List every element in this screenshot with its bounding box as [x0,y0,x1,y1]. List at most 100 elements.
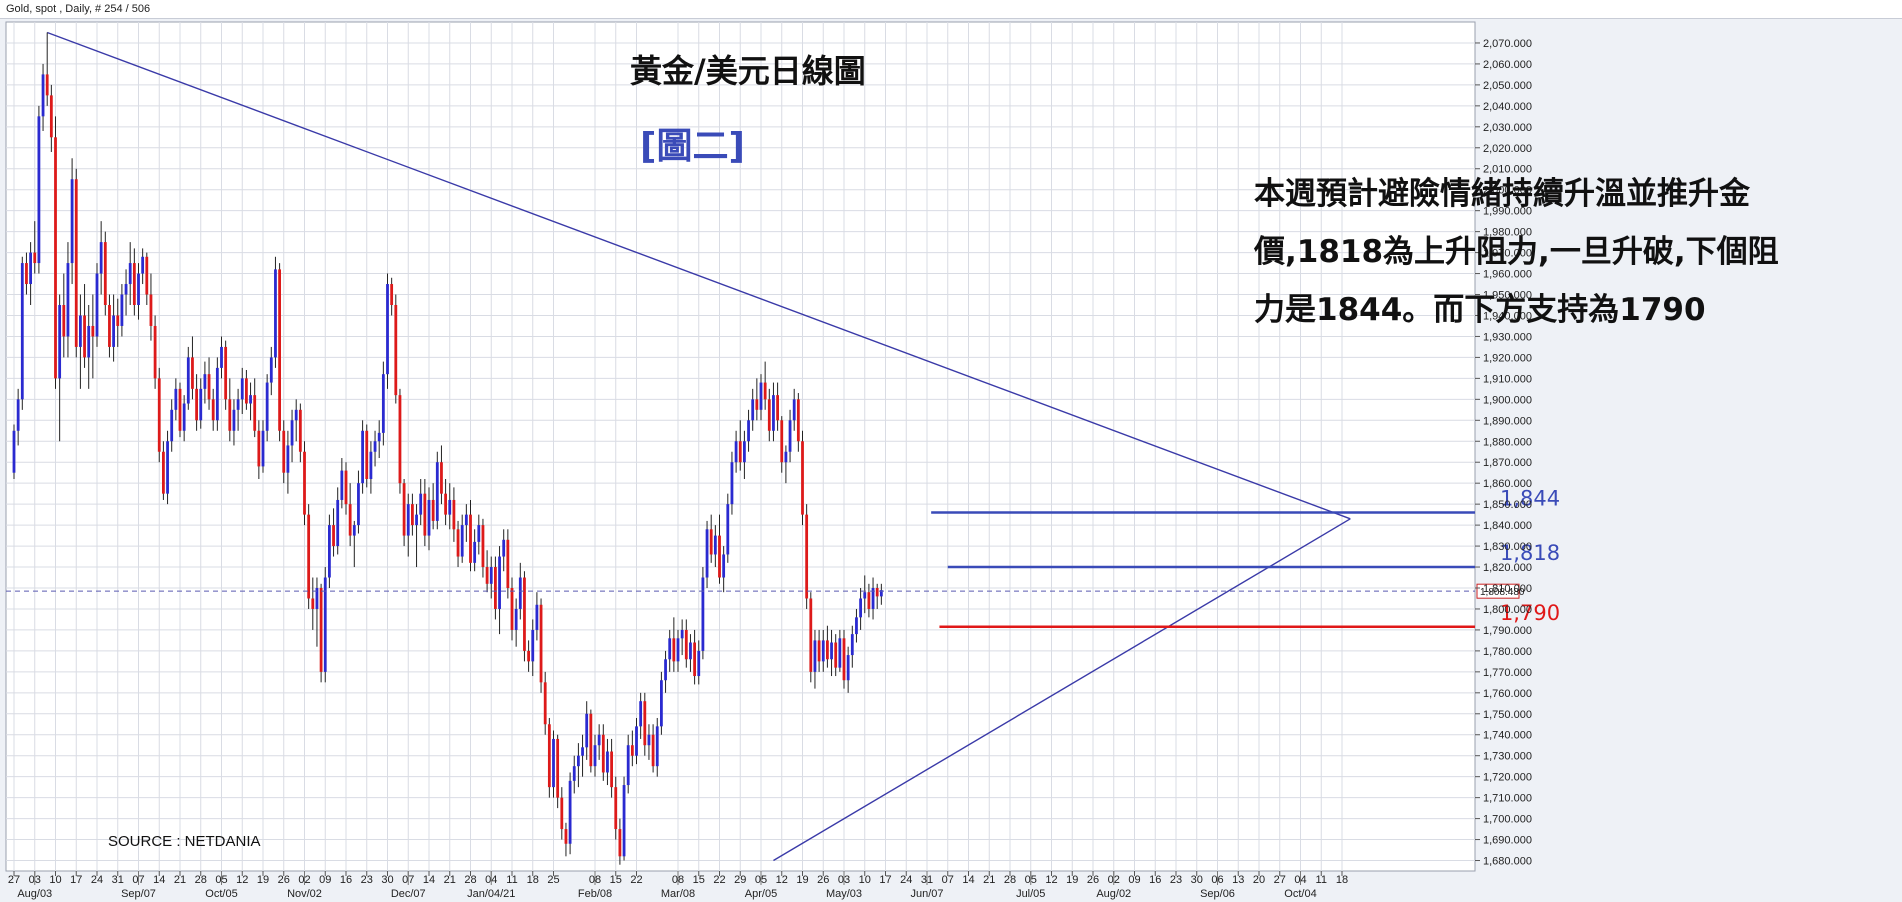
candle-body [655,726,659,767]
x-day-tick-label: 28 [1004,874,1016,886]
candle-body [597,734,601,746]
x-day-tick-label: 10 [49,874,61,886]
x-day-tick-label: 24 [91,874,103,886]
y-tick-label: 1,980.000 [1483,227,1532,239]
candle-body [464,514,468,526]
y-tick-label: 1,960.000 [1483,269,1532,281]
candle-body [585,713,589,748]
candle-body [796,399,800,442]
candle-body [74,179,78,347]
candle-body [614,787,618,830]
candle-body [174,388,178,410]
candle-body [547,724,551,788]
candle-body [456,529,460,557]
y-tick-label: 1,850.000 [1483,499,1532,511]
candle-body [261,430,265,467]
candle-body [153,325,157,379]
candle-body [373,441,377,452]
candle-body [751,399,755,421]
x-day-tick-label: 28 [195,874,207,886]
candle-body [647,734,651,746]
candle-body [539,604,543,683]
candle-body [195,388,198,421]
candle-body [481,525,485,568]
y-tick-label: 1,790.000 [1483,625,1532,637]
candle-body [535,604,539,630]
trendline [46,31,1351,520]
candle-body [191,357,194,389]
y-tick-label: 1,940.000 [1483,310,1532,322]
candle-body [879,590,883,597]
y-tick-label: 1,700.000 [1483,814,1532,826]
level-label-support: 1,790 [1500,601,1560,625]
candle-body [626,745,630,786]
y-tick-label: 2,020.000 [1483,143,1532,155]
candle-body [709,529,713,555]
candle-body [319,588,323,672]
candle-body [826,640,829,660]
candle-body [759,382,763,410]
candle-body [660,680,663,727]
x-month-label: Mar/08 [661,888,695,900]
candle-body [747,420,750,442]
y-tick-label: 1,770.000 [1483,667,1532,679]
candle-body [352,525,356,536]
candle-body [211,399,215,421]
candle-body [572,766,576,781]
candle-body [95,273,99,337]
candle-body [510,588,514,630]
candle-body [801,441,804,515]
candle-body [423,493,427,536]
candle-body [166,441,169,494]
candle-body [79,315,82,347]
candle-body [867,592,871,609]
candle-body [16,399,20,431]
candle-body [282,430,286,473]
candle-body [323,577,327,672]
y-tick-label: 1,920.000 [1483,352,1532,364]
candle-body [390,284,394,305]
x-day-tick-label: 19 [796,874,808,886]
candle-body [37,116,41,264]
y-tick-label: 1,780.000 [1483,646,1532,658]
candle-body [502,539,506,557]
candle-body [435,462,439,521]
candle-body [294,409,298,421]
candle-body [207,374,211,400]
x-month-label: Apr/05 [745,888,777,900]
x-day-tick-label: 24 [900,874,912,886]
x-day-tick-label: 15 [693,874,705,886]
candle-body [25,263,28,285]
candle-body [182,403,186,431]
candle-body [805,514,809,599]
candle-body [697,650,701,677]
x-day-tick-label: 11 [1316,874,1327,886]
candle-body [871,588,875,609]
candle-body [813,640,817,672]
x-day-tick-label: 23 [1170,874,1182,886]
y-tick-label: 1,970.000 [1483,248,1532,260]
price-levels: 1,808.480 1,844 1,818 1,790 [6,487,1560,629]
candle-body [20,263,24,400]
candle-body [257,430,261,467]
candle-body [394,305,398,396]
candle-body [157,378,161,452]
y-tick-label: 1,870.000 [1483,457,1532,469]
x-day-tick-label: 25 [547,874,559,886]
candle-body [344,470,348,505]
candle-body [610,751,613,788]
candle-body [651,734,655,767]
candle-body [215,367,219,421]
x-month-label: Sep/06 [1200,888,1235,900]
candle-body [406,504,410,536]
candle-body [361,430,364,484]
candle-body [253,395,257,431]
candle-body [87,325,91,358]
current-price-marker [1476,583,1520,599]
y-tick-label: 1,750.000 [1483,709,1532,721]
candle-body [232,409,236,431]
candle-body [70,179,74,264]
candle-body [730,462,734,505]
candle-body [49,95,53,138]
